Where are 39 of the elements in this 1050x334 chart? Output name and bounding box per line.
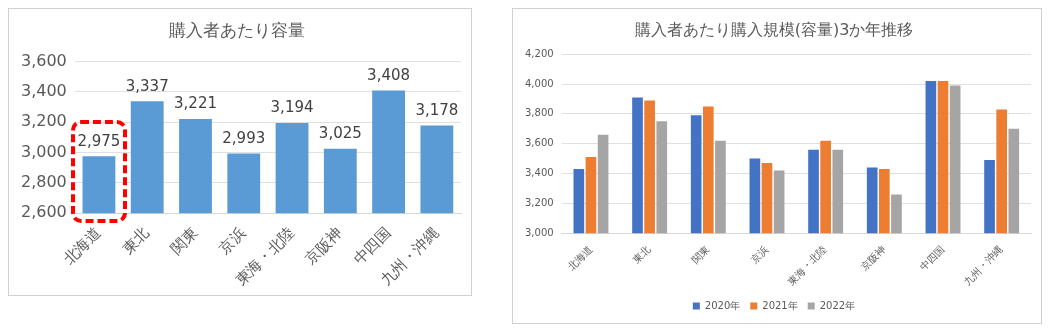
data-label: 2,993: [222, 128, 266, 147]
data-label: 3,178: [415, 100, 459, 119]
y-tick-label: 3,600: [20, 50, 67, 70]
x-tick-label: 東海・北陸: [785, 243, 829, 288]
x-tick-label: 京浜: [748, 243, 771, 266]
x-tick-label: 九州・沖縄: [961, 243, 1005, 288]
data-label: 3,025: [318, 124, 362, 143]
y-tick-label: 2,600: [20, 202, 67, 222]
y-tick-label: 3,800: [524, 107, 554, 119]
data-label: 3,221: [174, 94, 217, 113]
y-tick-label: 3,400: [20, 80, 67, 100]
legend-label: 2021年: [762, 299, 798, 311]
data-label: 3,408: [367, 65, 411, 84]
data-label: 3,337: [125, 76, 169, 95]
x-tick-label: 京浜: [215, 223, 250, 258]
y-tick-label: 4,000: [524, 77, 554, 89]
x-tick-label: 京阪神: [301, 223, 346, 268]
y-tick-label: 3,600: [524, 137, 554, 149]
data-label: 2,975: [77, 131, 121, 150]
y-tick-label: 4,200: [524, 47, 554, 59]
legend-label: 2022年: [819, 299, 856, 311]
x-tick-label: 京阪神: [858, 243, 888, 273]
x-tick-label: 北海道: [565, 243, 595, 273]
x-tick-label: 関東: [167, 223, 202, 258]
chart-title: 購入者あたり購入規模(容量)3か年推移: [634, 19, 914, 39]
y-tick-label: 2,800: [20, 172, 67, 192]
y-tick-label: 3,400: [524, 167, 554, 179]
x-tick-label: 北海道: [59, 223, 105, 268]
y-tick-label: 3,200: [20, 111, 67, 131]
chart-title: 購入者あたり容量: [169, 19, 305, 40]
x-tick-label: 中四国: [917, 243, 947, 273]
x-tick-label: 東北: [630, 243, 653, 266]
legend-label: 2020年: [704, 299, 741, 311]
data-label: 3,194: [270, 98, 314, 117]
x-tick-label: 関東: [689, 243, 712, 266]
x-tick-label: 東北: [118, 223, 153, 258]
y-tick-label: 3,000: [524, 226, 554, 238]
y-tick-label: 3,200: [524, 196, 554, 208]
y-tick-label: 3,000: [20, 141, 67, 161]
